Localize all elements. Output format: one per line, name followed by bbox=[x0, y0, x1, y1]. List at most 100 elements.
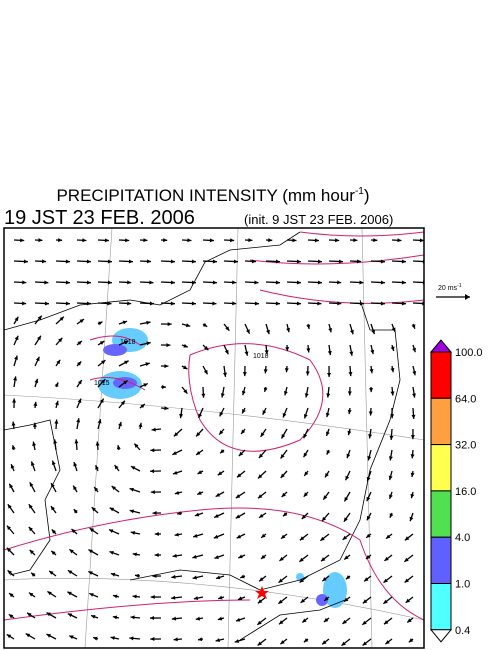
wind-arrow-head bbox=[150, 637, 155, 642]
wind-arrow-head bbox=[327, 372, 332, 377]
wind-arrow-head bbox=[140, 404, 145, 409]
wind-arrow-head bbox=[91, 507, 96, 512]
wind-arrow-head bbox=[93, 636, 98, 641]
colorbar-top-triangle bbox=[429, 339, 453, 353]
wind-arrow-head bbox=[347, 430, 352, 436]
wind-arrow-head bbox=[303, 638, 309, 643]
wind-arrow-head bbox=[349, 351, 354, 356]
wind-arrow-head bbox=[67, 591, 72, 596]
wind-arrow-head bbox=[23, 259, 28, 264]
wind-arrow-head bbox=[251, 259, 257, 264]
wind-arrow-head bbox=[143, 238, 148, 243]
wind-arrow-head bbox=[362, 599, 368, 604]
wind-arrow-head bbox=[305, 371, 310, 376]
location-star bbox=[255, 586, 269, 599]
wind-arrow-head bbox=[54, 382, 59, 387]
wind-arrow-head bbox=[149, 301, 154, 306]
wind-arrow-head bbox=[404, 578, 409, 583]
wind-arrow-head bbox=[263, 387, 268, 392]
wind-arrow-head bbox=[390, 414, 395, 419]
wind-arrow-head bbox=[365, 554, 371, 559]
wind-arrow-head bbox=[32, 441, 37, 446]
wind-arrow-head bbox=[219, 411, 224, 417]
wind-arrow-head bbox=[268, 238, 273, 243]
wind-arrow-head bbox=[166, 343, 171, 348]
wind-arrow-head bbox=[214, 555, 219, 559]
wind-arrow-head bbox=[344, 555, 349, 560]
wind-arrow-head bbox=[170, 259, 175, 264]
wind-arrow-head bbox=[56, 359, 61, 365]
wind-arrow-head bbox=[283, 390, 288, 396]
wind-arrow-head bbox=[107, 259, 112, 264]
wind-arrow-head bbox=[98, 321, 103, 326]
wind-arrow-head bbox=[324, 596, 329, 601]
wind-arrow-head bbox=[241, 390, 246, 396]
wind-arrow-head bbox=[238, 554, 243, 559]
wind-arrow-head bbox=[31, 572, 36, 577]
wind-arrow-head bbox=[112, 615, 118, 620]
wind-arrow-head bbox=[151, 427, 156, 432]
wind-arrow-head bbox=[86, 301, 91, 306]
wind-arrow-head bbox=[257, 641, 262, 646]
wind-arrow-head bbox=[410, 454, 415, 459]
wind-arrow-head bbox=[369, 388, 374, 393]
wind-arrow-head bbox=[152, 511, 157, 516]
wind-arrow-head bbox=[154, 553, 159, 558]
wind-arrow-head bbox=[412, 347, 416, 353]
wind-arrow-head bbox=[215, 638, 220, 643]
map-frame bbox=[3, 227, 425, 649]
wind-arrow-head bbox=[37, 335, 41, 341]
wind-arrow-head bbox=[281, 492, 286, 497]
wind-arrow-head bbox=[278, 578, 283, 583]
wind-arrow-head bbox=[323, 495, 328, 500]
wind-arrow-head bbox=[384, 620, 389, 625]
wind-arrow-head bbox=[327, 350, 332, 356]
wind-arrow-head bbox=[338, 259, 343, 264]
wind-arrow bbox=[412, 302, 424, 305]
wind-arrow-head bbox=[54, 400, 59, 406]
wind-arrow-head bbox=[171, 574, 176, 579]
wind-arrow-head bbox=[366, 515, 371, 521]
wind-arrow-head bbox=[44, 280, 49, 285]
wind-arrow-head bbox=[14, 355, 18, 360]
wind-arrow-head bbox=[203, 369, 208, 375]
wind-arrow-head bbox=[335, 238, 340, 243]
wind-arrow-head bbox=[51, 483, 55, 488]
wind-arrow-head bbox=[284, 368, 289, 373]
wind-arrow-head bbox=[145, 362, 150, 367]
wind-arrow-head bbox=[217, 471, 223, 476]
wind-arrow-head bbox=[419, 238, 424, 243]
wind-arrow-head bbox=[177, 511, 182, 516]
wind-arrow-head bbox=[9, 593, 14, 598]
wind-arrow-head bbox=[28, 592, 34, 597]
wind-arrow-head bbox=[9, 483, 14, 489]
wind-arrow-head bbox=[183, 389, 188, 394]
wind-arrow-head bbox=[410, 435, 415, 440]
wind-arrow-head bbox=[384, 556, 389, 561]
wind-arrow-head bbox=[366, 496, 371, 502]
wind-arrow-head bbox=[217, 616, 223, 621]
wind-arrow-head bbox=[191, 301, 196, 306]
wind-arrow-head bbox=[326, 393, 331, 398]
wind-arrow-head bbox=[401, 259, 406, 264]
wind-arrow-head bbox=[193, 596, 199, 601]
wind-arrow-head bbox=[88, 571, 93, 575]
wind-arrow-head bbox=[173, 470, 178, 475]
wind-arrow-head bbox=[368, 411, 373, 416]
wind-arrow-head bbox=[164, 406, 169, 411]
wind-arrow-head bbox=[194, 512, 200, 517]
wind-arrow-head bbox=[130, 530, 136, 535]
wind-arrow-head bbox=[47, 591, 52, 596]
wind-arrow-head bbox=[89, 528, 95, 533]
wind-arrow-head bbox=[306, 324, 311, 329]
wind-arrow-head bbox=[172, 553, 177, 558]
wind-arrow-head bbox=[20, 238, 25, 243]
wind-arrow-head bbox=[192, 575, 197, 580]
wind-arrow-head bbox=[51, 460, 56, 466]
wind-arrow-head bbox=[380, 259, 385, 264]
wind-arrow-head bbox=[198, 413, 203, 419]
wind-arrow-head bbox=[261, 533, 266, 538]
wind-arrow-head bbox=[51, 550, 56, 556]
wind-arrow-head bbox=[54, 419, 59, 424]
wind-arrow-head bbox=[237, 596, 243, 601]
